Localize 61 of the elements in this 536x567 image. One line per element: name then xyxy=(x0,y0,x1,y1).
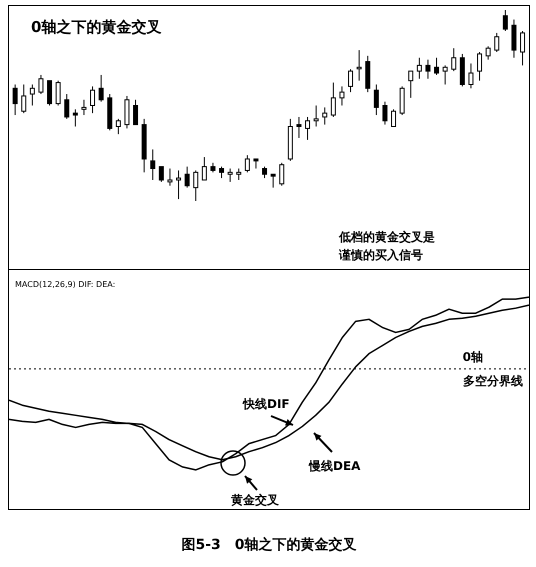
candlestick xyxy=(98,74,104,102)
caption: 图5-3 0轴之下的黄金交叉 xyxy=(180,536,358,554)
candlestick xyxy=(193,170,198,201)
candlestick xyxy=(348,68,354,93)
candlestick xyxy=(262,166,268,179)
candlestick xyxy=(339,86,344,106)
candlestick xyxy=(391,108,396,128)
candlestick xyxy=(21,84,26,114)
candlestick xyxy=(425,59,430,80)
candlestick xyxy=(520,30,526,66)
legend-label: 慢线DEA xyxy=(309,458,360,475)
candlestick xyxy=(202,156,207,180)
candlestick xyxy=(322,106,328,126)
candlestick xyxy=(236,168,242,180)
candlestick xyxy=(442,64,448,85)
candlestick xyxy=(434,57,440,76)
candlestick xyxy=(47,80,52,106)
candlestick xyxy=(382,101,388,126)
candlestick xyxy=(494,32,500,53)
candlestick xyxy=(253,158,258,170)
candlestick xyxy=(244,154,250,173)
candlestick xyxy=(72,108,78,128)
candlestick xyxy=(477,52,482,82)
candlestick xyxy=(356,50,362,82)
text: 0轴之下的黄金交叉 xyxy=(31,18,162,37)
candlestick xyxy=(270,174,276,188)
candlestick xyxy=(408,70,414,98)
candlestick xyxy=(374,84,379,116)
candlestick xyxy=(314,105,319,128)
candlestick xyxy=(416,57,422,80)
candlestick xyxy=(296,116,302,138)
candlestick xyxy=(210,162,216,173)
annotation: 多空分界线 xyxy=(463,372,523,390)
candlestick xyxy=(116,118,121,135)
candlestick xyxy=(167,168,172,186)
candlestick xyxy=(38,74,44,95)
text: 低档的黄金交叉是谨慎的买入信号 xyxy=(339,229,436,264)
candlestick xyxy=(228,168,233,182)
ref-line-label: 0轴 xyxy=(462,348,483,366)
chart-title: MACD(12,26,9) DIF: DEA: xyxy=(15,280,116,289)
candlestick xyxy=(30,84,35,106)
candlestick xyxy=(133,99,138,126)
candlestick xyxy=(468,62,474,89)
candlestick xyxy=(219,166,224,179)
series-label: 快线DIF xyxy=(243,396,290,413)
text: 黄金交叉 xyxy=(231,492,279,509)
candlestick xyxy=(12,84,18,116)
candlestick xyxy=(330,82,336,118)
candlestick xyxy=(81,99,86,116)
candlestick xyxy=(158,166,164,182)
candlestick xyxy=(451,48,456,72)
candlestick xyxy=(305,116,310,140)
candlestick xyxy=(56,80,61,106)
candlestick xyxy=(64,94,70,120)
candlestick xyxy=(184,166,190,188)
candlestick xyxy=(150,148,156,180)
candlestick xyxy=(279,162,284,186)
candlestick xyxy=(176,170,182,200)
candlestick xyxy=(502,10,508,32)
candlestick xyxy=(486,46,491,60)
candlestick xyxy=(90,86,96,114)
